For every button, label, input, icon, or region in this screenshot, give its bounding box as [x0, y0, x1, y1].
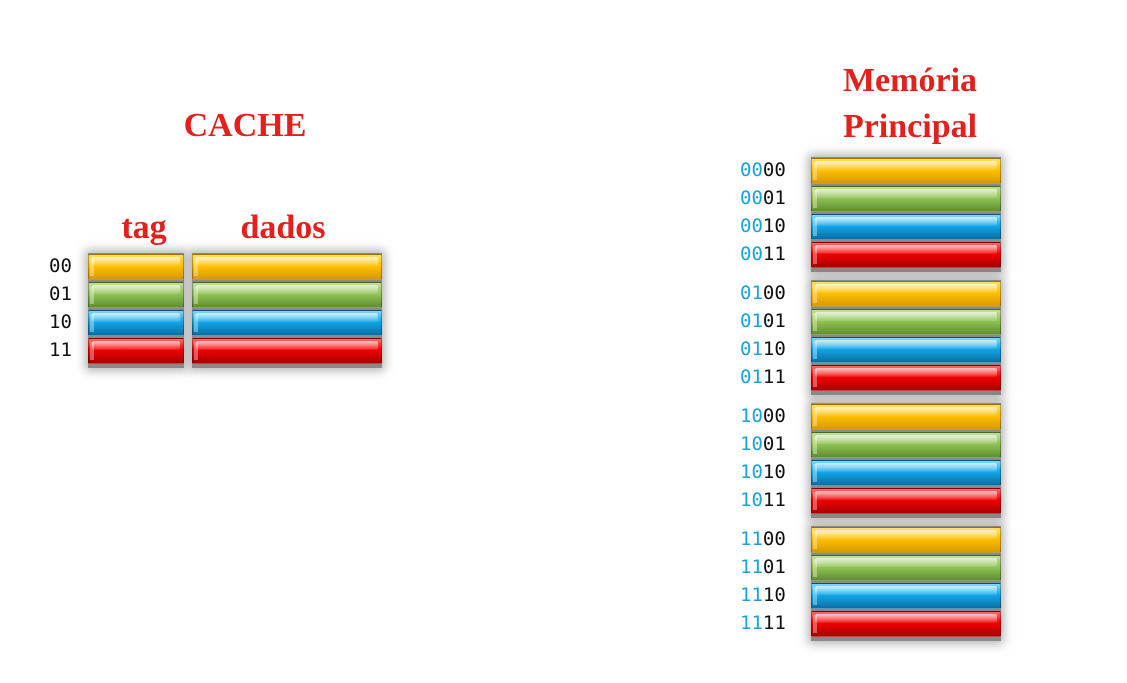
- memory-address-prefix: 11: [740, 556, 763, 578]
- cache-tag-slot: [88, 310, 184, 336]
- memory-title-line1: Memória: [842, 62, 978, 99]
- memory-address-suffix: 10: [762, 584, 786, 606]
- memory-address-prefix: 10: [740, 405, 763, 427]
- cache-index-label: 10: [49, 311, 72, 333]
- memory-address-label: 1001: [740, 430, 786, 458]
- tag-header: tag: [121, 209, 167, 246]
- memory-block: [811, 280, 1001, 395]
- memory-address-suffix: 11: [762, 612, 786, 634]
- cache-index-label: 00: [49, 255, 72, 277]
- cache-data-column: [192, 253, 382, 368]
- memory-address-suffix: 00: [762, 159, 786, 181]
- memory-address-label: 1000: [740, 402, 786, 430]
- cache-data-slot: [192, 254, 382, 280]
- cache-tag-slot: [88, 338, 184, 364]
- cache-data-slot: [192, 310, 382, 336]
- cache-tag-slot: [88, 282, 184, 308]
- memory-address-label: 0011: [740, 240, 786, 268]
- memory-address-label: 0110: [740, 335, 786, 363]
- memory-address-label: 1111: [740, 609, 786, 637]
- memory-address-suffix: 01: [762, 187, 786, 209]
- memory-slot: [811, 186, 1001, 212]
- memory-address-suffix: 01: [762, 556, 786, 578]
- memory-address-label: 1101: [740, 553, 786, 581]
- memory-address-suffix: 11: [762, 489, 786, 511]
- cache-data-slot: [192, 282, 382, 308]
- memory-address-suffix: 10: [762, 338, 786, 360]
- memory-slot: [811, 214, 1001, 240]
- memory-address-suffix: 00: [762, 282, 786, 304]
- memory-slot: [811, 281, 1001, 307]
- cache-index-label: 01: [49, 283, 72, 305]
- memory-address-prefix: 01: [740, 310, 763, 332]
- memory-slot: [811, 460, 1001, 486]
- memory-slot: [811, 242, 1001, 268]
- memory-address-prefix: 00: [740, 187, 763, 209]
- memory-slot: [811, 583, 1001, 609]
- memory-address-label: 0101: [740, 307, 786, 335]
- memory-address-suffix: 11: [762, 366, 786, 388]
- data-header: dados: [240, 209, 326, 246]
- memory-address-label: 1100: [740, 525, 786, 553]
- memory-block: [811, 157, 1001, 272]
- memory-address-label: 1110: [740, 581, 786, 609]
- memory-address-suffix: 10: [762, 215, 786, 237]
- memory-title-line2: Principal: [842, 107, 978, 145]
- cache-data-slot: [192, 338, 382, 364]
- memory-address-suffix: 01: [762, 433, 786, 455]
- memory-address-prefix: 11: [740, 612, 763, 634]
- memory-address-label: 0111: [740, 363, 786, 391]
- memory-title: Memória Principal: [820, 58, 1000, 149]
- memory-address-prefix: 01: [740, 338, 763, 360]
- memory-address-suffix: 01: [762, 310, 786, 332]
- memory-address-label: 0010: [740, 212, 786, 240]
- memory-address-suffix: 10: [762, 461, 786, 483]
- memory-address-suffix: 11: [762, 243, 786, 265]
- memory-address-label: 1011: [740, 486, 786, 514]
- memory-address-suffix: 00: [762, 528, 786, 550]
- memory-slot: [811, 555, 1001, 581]
- memory-address-prefix: 00: [740, 243, 763, 265]
- memory-address-prefix: 00: [740, 215, 763, 237]
- memory-address-prefix: 01: [740, 282, 763, 304]
- memory-slot: [811, 337, 1001, 363]
- memory-slot: [811, 158, 1001, 184]
- memory-address-prefix: 11: [740, 584, 763, 606]
- memory-block: [811, 403, 1001, 518]
- memory-address-prefix: 01: [740, 366, 763, 388]
- cache-tag-column: [88, 253, 184, 368]
- memory-block: [811, 526, 1001, 641]
- memory-address-label: 0100: [740, 279, 786, 307]
- memory-address-suffix: 00: [762, 405, 786, 427]
- memory-slot: [811, 611, 1001, 637]
- memory-address-prefix: 00: [740, 159, 763, 181]
- memory-address-label: 1010: [740, 458, 786, 486]
- memory-address-prefix: 11: [740, 528, 763, 550]
- cache-index-label: 11: [49, 339, 72, 361]
- memory-slot: [811, 365, 1001, 391]
- memory-slot: [811, 404, 1001, 430]
- cache-tag-slot: [88, 254, 184, 280]
- memory-address-label: 0000: [740, 156, 786, 184]
- memory-address-label: 0001: [740, 184, 786, 212]
- memory-slot: [811, 309, 1001, 335]
- memory-slot: [811, 488, 1001, 514]
- memory-slot: [811, 432, 1001, 458]
- memory-address-prefix: 10: [740, 489, 763, 511]
- memory-slot: [811, 527, 1001, 553]
- memory-address-prefix: 10: [740, 461, 763, 483]
- memory-address-prefix: 10: [740, 433, 763, 455]
- cache-title: CACHE: [183, 107, 307, 144]
